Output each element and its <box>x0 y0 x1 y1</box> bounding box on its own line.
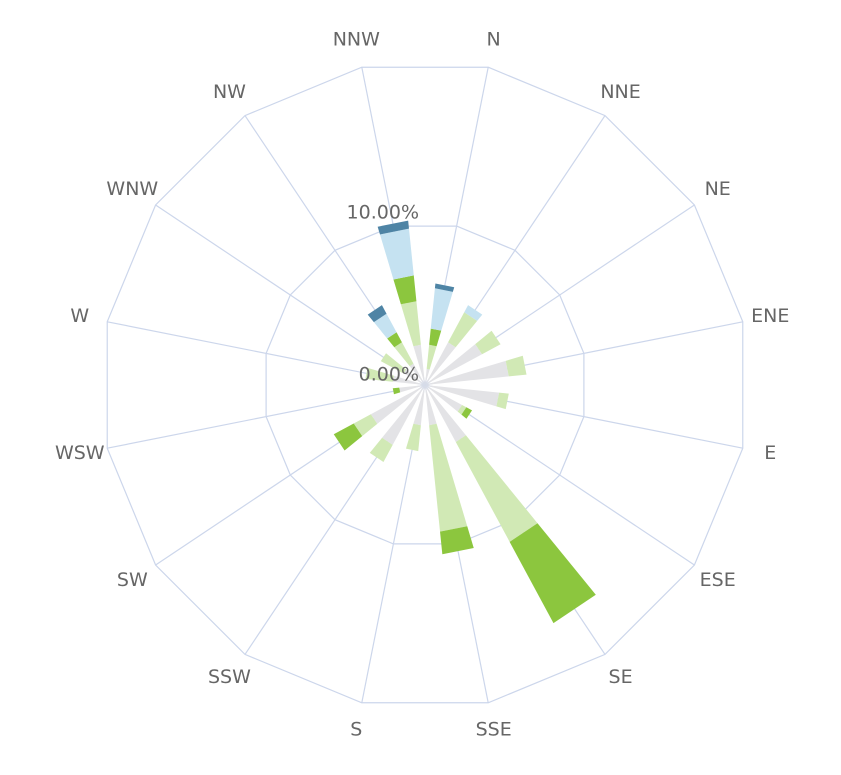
wind-segment <box>379 228 414 280</box>
spoke <box>424 384 695 566</box>
wind-segment <box>380 353 407 374</box>
wind-segment <box>369 437 393 462</box>
wind-segment <box>464 305 483 321</box>
wind-segment <box>405 423 421 452</box>
direction-label: S <box>350 719 362 741</box>
wind-segment <box>475 330 501 355</box>
direction-label: N <box>487 28 501 50</box>
wind-segment <box>413 344 425 385</box>
wind-segment <box>425 360 509 385</box>
wind-segment <box>509 523 596 624</box>
wind-segment <box>367 305 387 323</box>
wind-segment <box>425 344 483 385</box>
direction-label: NNW <box>333 28 380 50</box>
wind-segment <box>365 367 394 382</box>
direction-label: NW <box>213 81 246 103</box>
direction-label: WNW <box>106 178 158 200</box>
wind-segment <box>425 385 437 426</box>
wind-segment <box>392 387 401 395</box>
wind-segment <box>373 313 397 339</box>
wind-segment <box>457 405 467 415</box>
wind-segment <box>434 283 455 292</box>
wind-segment <box>409 363 425 385</box>
direction-label: SW <box>117 569 148 591</box>
wind-segment <box>393 275 417 305</box>
wind-segment <box>426 344 437 370</box>
direction-label: E <box>764 442 776 464</box>
wind-segment <box>392 375 425 385</box>
wind-segment <box>429 423 468 532</box>
wind-segment <box>505 355 527 377</box>
wind-segment <box>413 385 425 426</box>
wind-segment <box>403 369 425 385</box>
direction-label: SSE <box>476 719 512 741</box>
direction-label: W <box>70 305 89 327</box>
wind-segment <box>370 385 425 424</box>
direction-label: NE <box>705 178 731 200</box>
wind-segment <box>382 385 425 445</box>
direction-label: ESE <box>700 569 736 591</box>
wind-segment <box>387 332 402 348</box>
wind-segment <box>448 312 478 348</box>
wind-segment <box>377 220 409 235</box>
wind-segment <box>425 385 500 407</box>
spoke <box>155 204 426 386</box>
wind-segment <box>400 301 421 347</box>
y-tick-label: 0.00% <box>359 364 419 386</box>
wind-segment <box>333 423 363 451</box>
wind-segment <box>399 385 425 393</box>
wind-segment <box>461 407 473 419</box>
y-tick-label: 10.00% <box>347 202 419 224</box>
wind-segment <box>496 392 509 410</box>
direction-label: NNE <box>600 81 640 103</box>
wind-segment <box>430 288 453 331</box>
wind-segment <box>429 328 442 347</box>
spoke <box>107 384 426 449</box>
wind-segment <box>425 368 430 385</box>
direction-label: SSW <box>208 666 251 688</box>
wind-segment <box>425 342 456 385</box>
wind-segment <box>394 342 414 367</box>
wind-segment <box>425 385 463 412</box>
direction-label: SE <box>609 666 633 688</box>
wind-segment <box>440 526 474 555</box>
wind-segment <box>425 385 466 443</box>
direction-label: ENE <box>751 305 789 327</box>
wind-segment <box>353 414 378 437</box>
wind-segment <box>455 435 538 542</box>
direction-label: WSW <box>55 442 105 464</box>
